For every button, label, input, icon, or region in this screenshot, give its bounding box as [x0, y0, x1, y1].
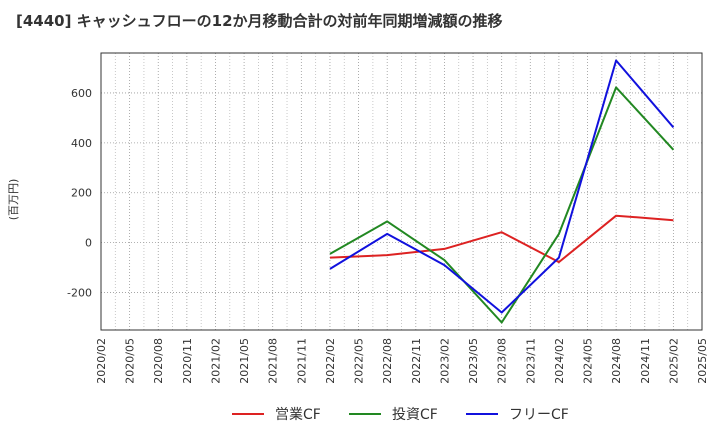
x-tick-label: 2025/02 [667, 338, 680, 384]
x-tick-label: 2025/05 [696, 338, 709, 384]
y-tick-label: 0 [85, 237, 92, 250]
series-line-2 [329, 86, 675, 324]
x-tick-label: 2023/05 [467, 338, 480, 384]
x-tick-label: 2021/11 [295, 338, 308, 384]
legend-label: 投資CF [392, 407, 438, 423]
y-tick-label: 200 [71, 187, 92, 200]
x-tick-label: 2020/11 [181, 338, 194, 384]
x-tick-label: 2021/05 [238, 338, 251, 384]
x-tick-label: 2022/11 [410, 338, 423, 384]
chart-title: [4440] キャッシュフローの12か月移動合計の対前年同期増減額の推移 [16, 12, 503, 30]
y-axis-label: (百万円) [7, 179, 20, 221]
x-tick-label: 2024/11 [639, 338, 652, 384]
legend: 営業CF 投資CF フリーCF [232, 407, 569, 423]
series-line-1 [329, 214, 674, 264]
x-tick-label: 2023/08 [496, 338, 509, 384]
x-tick-label: 2021/02 [209, 338, 222, 384]
y-tick-label: 600 [71, 87, 92, 100]
x-tick-label: 2020/08 [152, 338, 165, 384]
x-tick-label: 2024/05 [582, 338, 595, 384]
x-tick-label: 2020/05 [124, 338, 137, 384]
x-tick-label: 2022/02 [324, 338, 337, 384]
x-tick-label: 2023/02 [438, 338, 451, 384]
legend-label: フリーCF [509, 407, 569, 423]
legend-label: 営業CF [275, 407, 321, 423]
y-tick-label: 400 [71, 137, 92, 150]
x-tick-label: 2024/02 [553, 338, 566, 384]
y-axis-ticks: -200 0 200 400 600 [67, 87, 92, 300]
x-tick-label: 2024/08 [610, 338, 623, 384]
series-lines [329, 59, 675, 324]
x-tick-label: 2023/11 [524, 338, 537, 384]
x-tick-label: 2020/02 [95, 338, 108, 384]
x-tick-label: 2022/05 [353, 338, 366, 384]
plot-area [100, 52, 703, 331]
grid-lines [100, 53, 703, 330]
x-axis-ticks: 2020/02 2020/05 2020/08 2020/11 2021/02 2021/… [95, 338, 709, 384]
y-tick-label: -200 [67, 287, 92, 300]
x-tick-label: 2021/08 [267, 338, 280, 384]
x-tick-label: 2022/08 [381, 338, 394, 384]
series-line-3 [329, 59, 675, 314]
